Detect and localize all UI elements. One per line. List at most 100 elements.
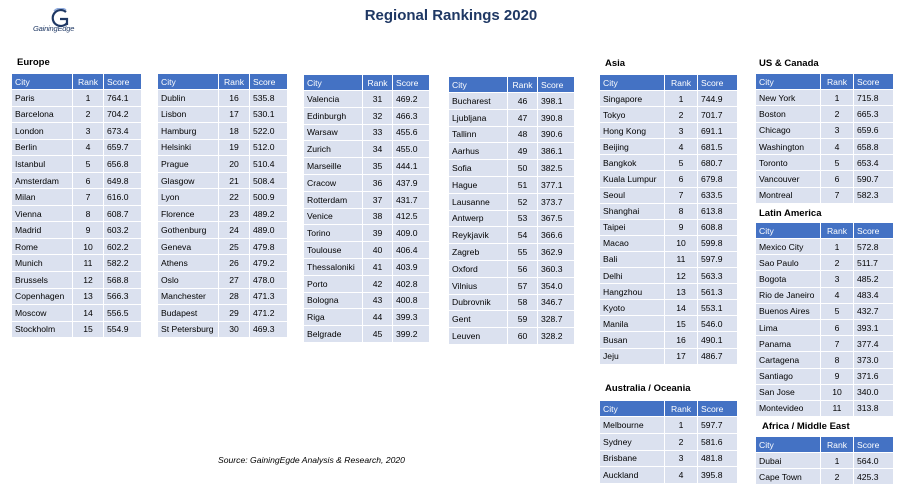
city-cell: Vienna: [11, 204, 73, 223]
score-cell: 390.6: [537, 125, 575, 144]
city-cell: Copenhagen: [11, 287, 73, 306]
city-cell: Bogota: [755, 270, 821, 288]
rank-cell: 15: [72, 320, 104, 339]
score-cell: 510.4: [249, 155, 288, 173]
city-cell: Bucharest: [448, 92, 508, 110]
city-cell: Beijing: [599, 138, 665, 156]
city-cell: Washington: [755, 137, 821, 156]
rank-cell: 2: [820, 254, 854, 272]
score-cell: 382.5: [537, 159, 575, 177]
rank-cell: 25: [218, 237, 250, 256]
city-cell: Florence: [157, 204, 219, 223]
rank-cell: 50: [507, 159, 538, 177]
table-row: Toulouse 40 406.4: [303, 241, 430, 259]
table-row: Leuven 60 328.2: [448, 327, 575, 345]
rank-cell: 34: [362, 140, 393, 159]
table-row: Oslo 27 478.0: [157, 271, 288, 289]
table-row: Lyon 22 500.9: [157, 188, 288, 206]
score-cell: 377.4: [853, 335, 894, 353]
score-header: Score: [392, 74, 430, 91]
score-cell: 673.4: [103, 122, 142, 140]
rank-cell: 2: [72, 105, 104, 124]
rank-header: Rank: [664, 74, 698, 91]
rank-cell: 38: [362, 207, 393, 226]
score-cell: 653.4: [853, 154, 894, 172]
score-cell: 432.7: [853, 302, 894, 320]
score-cell: 597.9: [697, 250, 738, 269]
score-cell: 400.8: [392, 291, 430, 310]
table-row: Vienna 8 608.7: [11, 204, 142, 223]
city-cell: Lisbon: [157, 105, 219, 124]
city-cell: Oxford: [448, 259, 508, 278]
table-row: Barcelona 2 704.2: [11, 105, 142, 124]
score-cell: 511.7: [853, 254, 894, 272]
city-cell: Gent: [448, 310, 508, 329]
score-cell: 581.6: [697, 432, 738, 451]
table-row: Taipei 9 608.8: [599, 218, 738, 236]
rank-cell: 7: [820, 335, 854, 353]
rank-cell: 10: [664, 234, 698, 252]
score-cell: 412.5: [392, 207, 430, 226]
rank-cell: 47: [507, 108, 538, 127]
score-cell: 556.5: [103, 304, 142, 322]
score-cell: 659.7: [103, 138, 142, 157]
table-row: Macao 10 599.8: [599, 234, 738, 252]
rank-cell: 56: [507, 259, 538, 278]
rank-cell: 11: [820, 399, 854, 418]
rank-cell: 26: [218, 254, 250, 273]
table-header-row: City Rank Score: [599, 400, 738, 417]
city-cell: Gothenburg: [157, 221, 219, 239]
city-cell: Montreal: [755, 186, 821, 205]
score-cell: 582.2: [103, 254, 142, 273]
city-cell: Lima: [755, 318, 821, 337]
rank-header: Rank: [507, 76, 538, 93]
score-cell: 553.1: [697, 299, 738, 317]
page-title: Regional Rankings 2020: [364, 7, 538, 24]
score-cell: 566.3: [103, 287, 142, 306]
table-row: Jeju 17 486.7: [599, 347, 738, 365]
rank-cell: 8: [664, 202, 698, 220]
score-cell: 362.9: [537, 243, 575, 261]
section-australia-oceania: Australia / Oceania: [605, 383, 691, 394]
score-cell: 395.8: [697, 466, 738, 485]
city-cell: Paris: [11, 89, 73, 107]
city-cell: Seoul: [599, 186, 665, 204]
score-cell: 522.0: [249, 122, 288, 140]
rank-cell: 2: [664, 106, 698, 124]
table-row: Bologna 43 400.8: [303, 291, 430, 310]
city-cell: Brisbane: [599, 449, 665, 468]
score-cell: 399.2: [392, 325, 430, 343]
score-cell: 371.6: [853, 367, 894, 385]
table-header-row: City Rank Score: [599, 74, 738, 91]
table-row: Lima 6 393.1: [755, 318, 894, 337]
rank-cell: 37: [362, 190, 393, 209]
score-cell: 469.2: [392, 90, 430, 108]
table-row: Auckland 4 395.8: [599, 466, 738, 485]
city-cell: Sao Paulo: [755, 254, 821, 272]
score-cell: 409.0: [392, 224, 430, 243]
table-row: Reykjavik 54 366.6: [448, 226, 575, 245]
rank-header: Rank: [664, 400, 698, 417]
city-cell: Melbourne: [599, 416, 665, 434]
city-cell: Shanghai: [599, 202, 665, 220]
city-cell: Buenos Aires: [755, 302, 821, 320]
rank-header: Rank: [72, 73, 104, 90]
rank-cell: 3: [664, 122, 698, 140]
rank-cell: 8: [72, 204, 104, 223]
rank-cell: 30: [218, 320, 250, 339]
table-row: Chicago 3 659.6: [755, 121, 894, 139]
table-row: New York 1 715.8: [755, 88, 894, 107]
city-cell: Riga: [303, 308, 363, 327]
score-cell: 340.0: [853, 383, 894, 401]
table-row: Florence 23 489.2: [157, 204, 288, 223]
table-row: Oxford 56 360.3: [448, 259, 575, 278]
table-row: Gothenburg 24 489.0: [157, 221, 288, 239]
table-row: Montevideo 11 313.8: [755, 399, 894, 418]
table-row: Marseille 35 444.1: [303, 157, 430, 175]
rank-cell: 5: [820, 302, 854, 320]
table-row: Dublin 16 535.8: [157, 89, 288, 107]
score-cell: 486.7: [697, 347, 738, 365]
rank-cell: 12: [72, 271, 104, 289]
rank-cell: 20: [218, 155, 250, 173]
table-row: London 3 673.4: [11, 122, 142, 140]
